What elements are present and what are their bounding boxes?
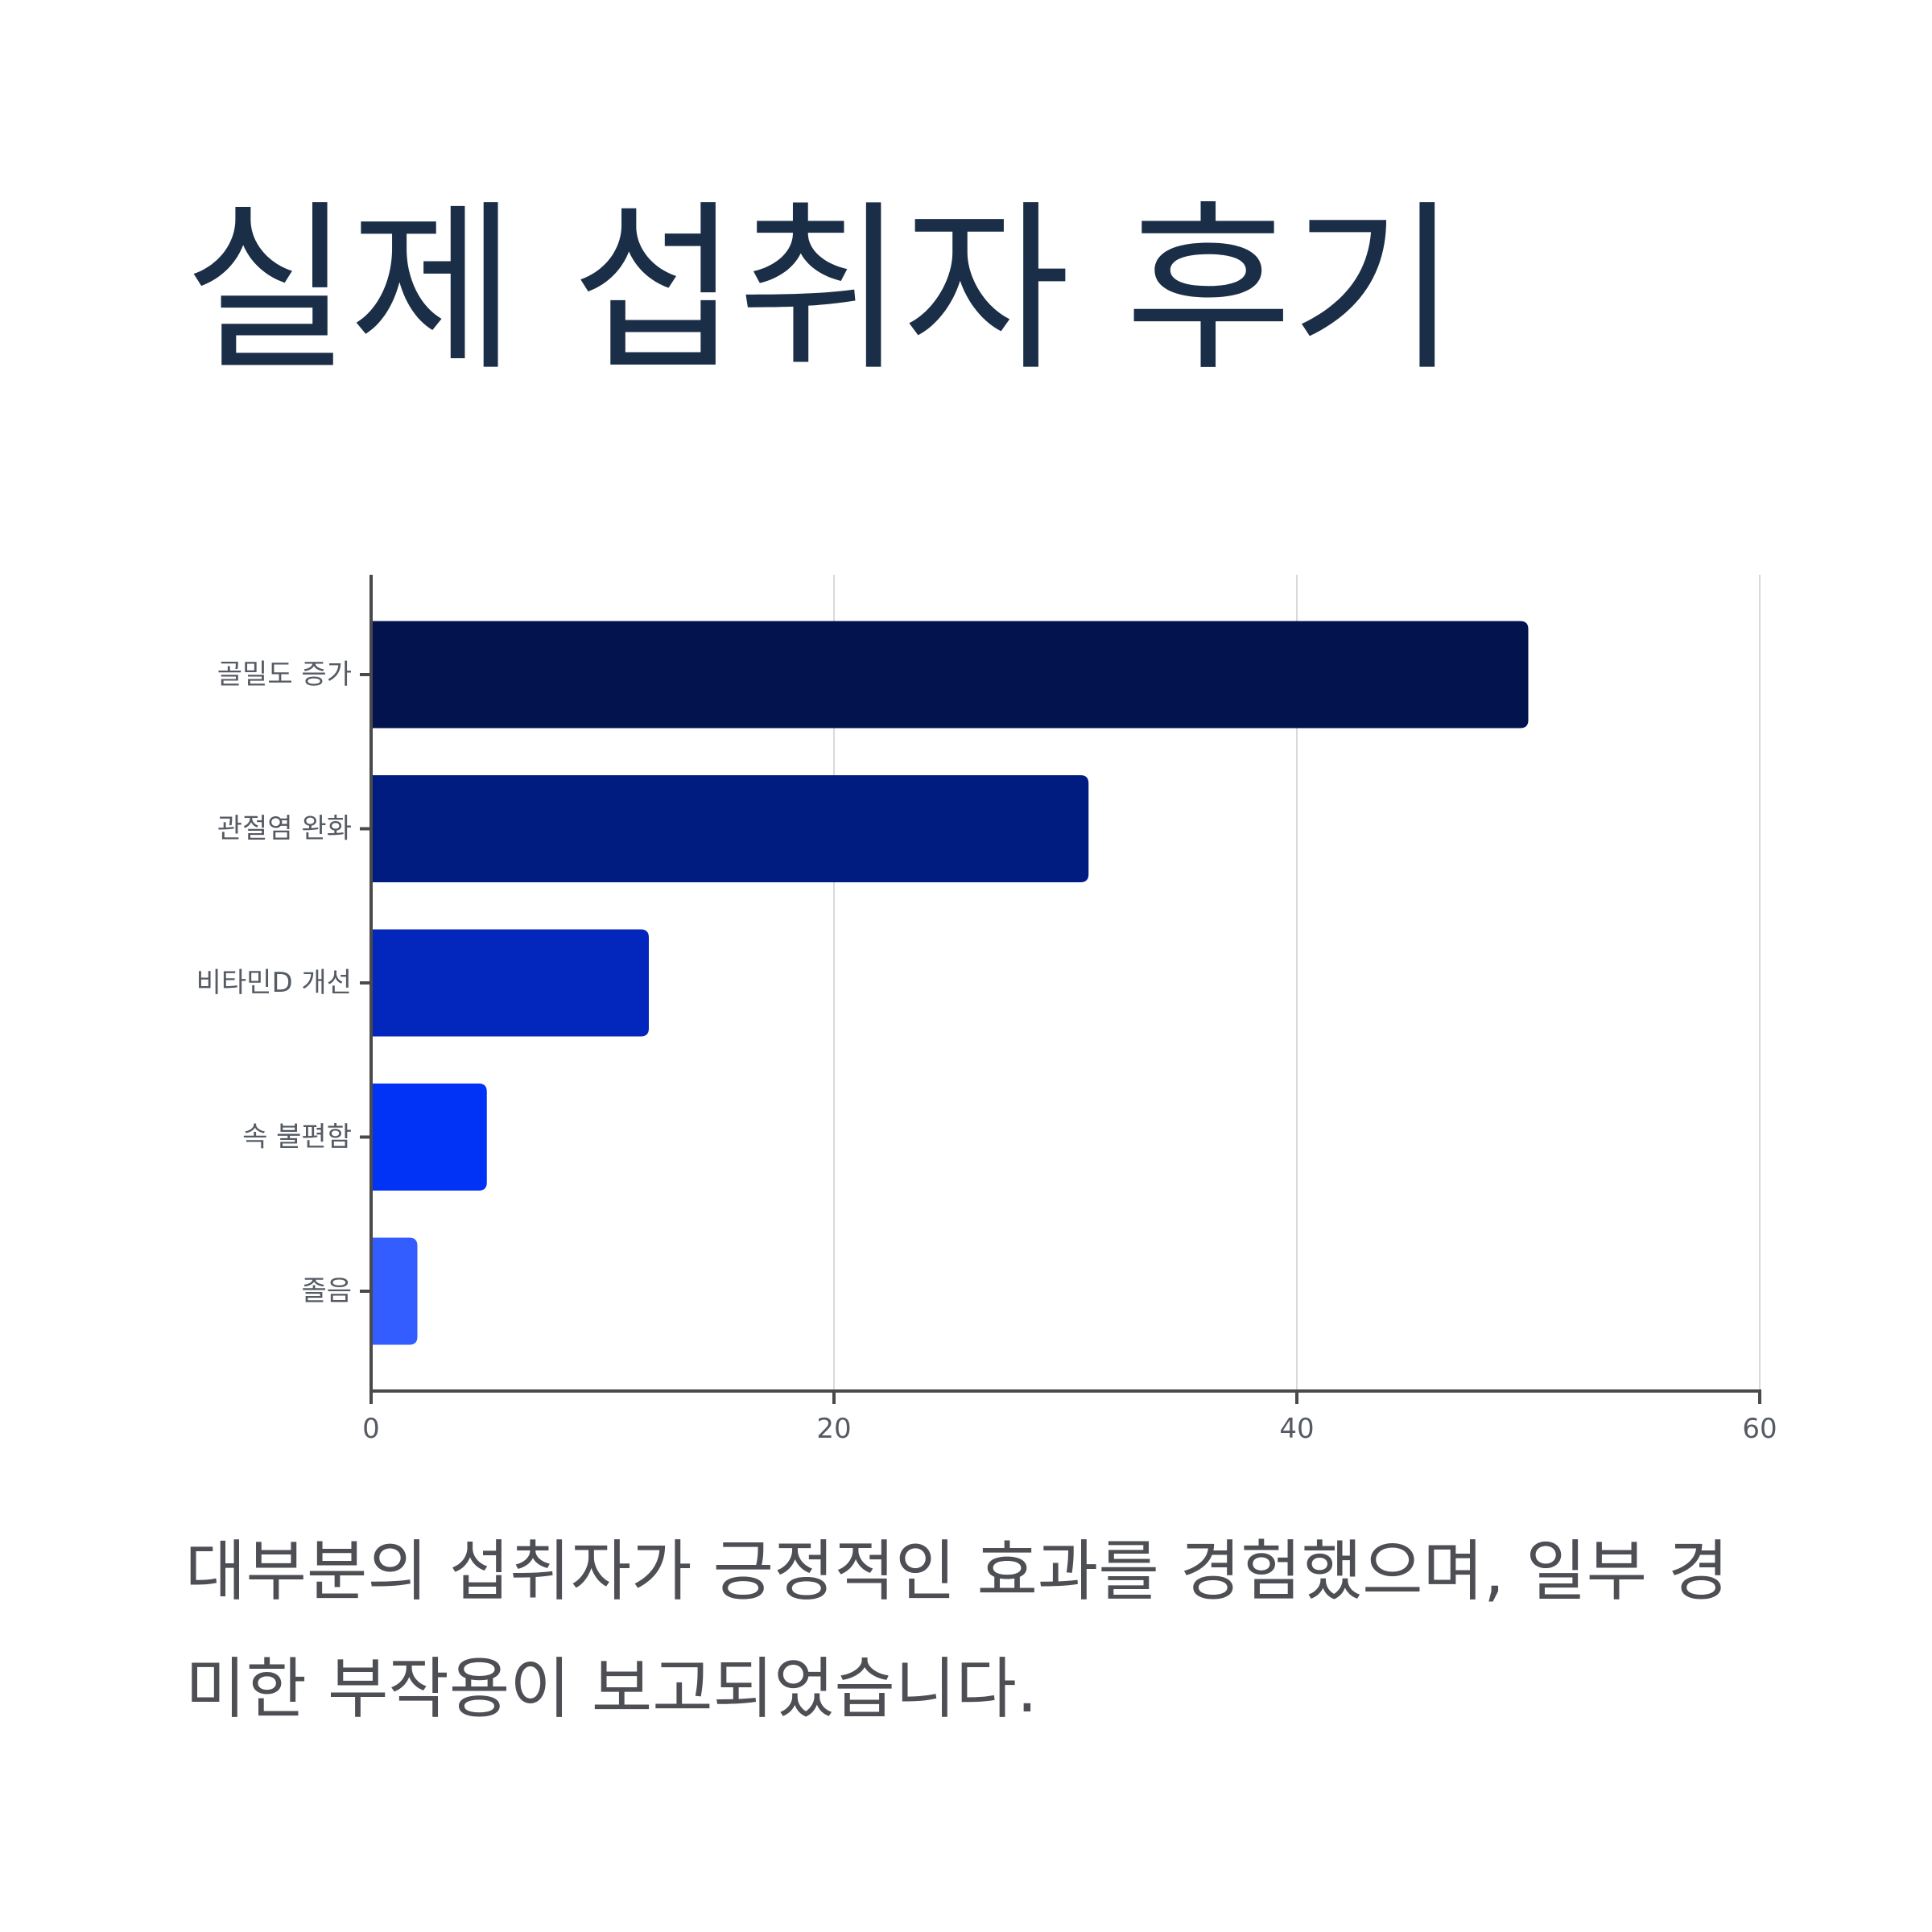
bars: [371, 621, 1529, 1345]
bar-1: [371, 621, 1529, 729]
x-tick-label: 40: [1279, 1413, 1314, 1445]
y-tick-label: 속 불편함: [242, 1121, 352, 1154]
x-tick-label: 0: [362, 1413, 380, 1445]
bar-3: [371, 929, 649, 1037]
bar-2: [371, 775, 1089, 882]
y-tick-label: 골밀도 증가: [217, 658, 352, 691]
bar-4: [371, 1084, 487, 1191]
y-tick-label: 졸음: [301, 1275, 352, 1307]
page-title: 실제 섭취자 후기: [184, 184, 1458, 396]
description-text: 대부분의 섭취자가 긍정적인 효과를 경험했으며, 일부 경미한 부작용이 보고…: [185, 1534, 1729, 1728]
axes: [360, 575, 1761, 1404]
y-tick-label: 비타민D 개선: [196, 967, 352, 999]
x-tick-label: 60: [1742, 1413, 1777, 1445]
y-tick-label: 관절염 완화: [217, 813, 352, 845]
bar-5: [371, 1237, 418, 1345]
x-tick-label: 20: [816, 1413, 851, 1445]
